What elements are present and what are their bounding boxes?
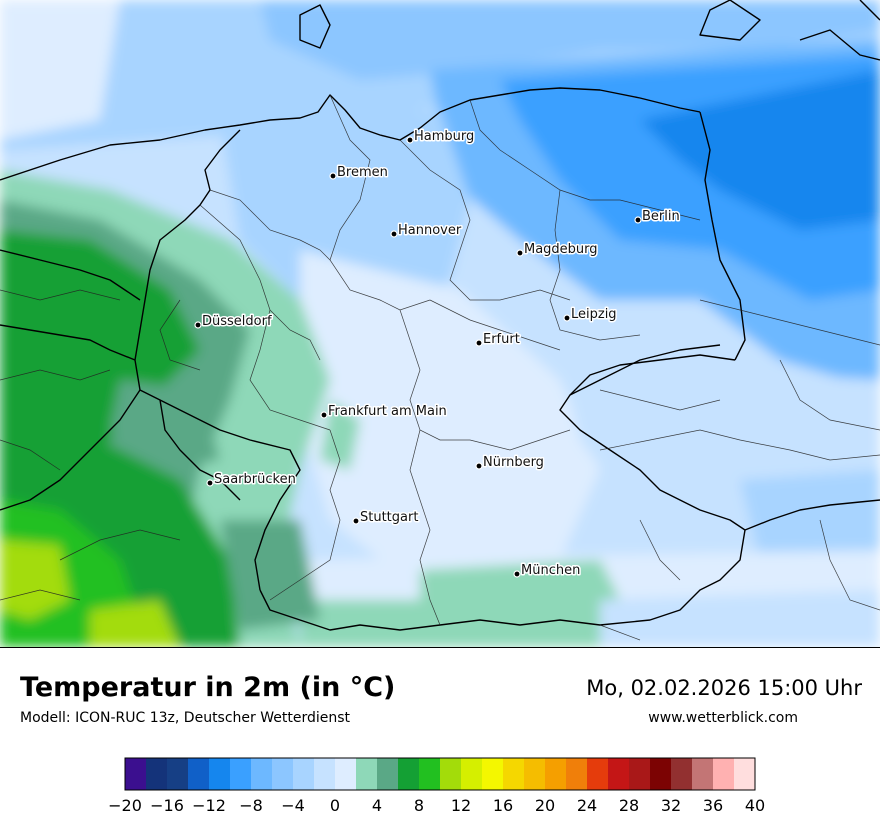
scale-swatch (356, 758, 378, 790)
scale-swatch (482, 758, 504, 790)
scale-tick-label: −12 (192, 796, 226, 815)
city-bremen[interactable]: Bremen (329, 164, 389, 182)
scale-tick-label: −16 (150, 796, 184, 815)
city-hamburg[interactable]: Hamburg (406, 128, 476, 146)
scale-swatch (671, 758, 693, 790)
scale-swatch (629, 758, 651, 790)
scale-swatch (545, 758, 567, 790)
scale-swatch (692, 758, 714, 790)
scale-swatch (566, 758, 588, 790)
city-magdeburg[interactable]: Magdeburg (516, 241, 599, 259)
scale-tick-label: 16 (493, 796, 513, 815)
temperature-map[interactable]: Hamburg Bremen Hannover Berlin Magdeburg… (0, 0, 880, 648)
scale-tick-label: 24 (577, 796, 597, 815)
city-label: Nürnberg (483, 455, 544, 470)
scale-swatch (608, 758, 630, 790)
scale-swatch (524, 758, 546, 790)
city-markers: Hamburg Bremen Hannover Berlin Magdeburg… (194, 128, 681, 580)
city-label: Hannover (398, 223, 462, 238)
color-scale-ticks: −20 −16 −12 −8 −4 0 4 8 12 16 20 24 28 32 36 40 (108, 796, 765, 815)
scale-swatch (398, 758, 420, 790)
scale-border (124, 757, 756, 791)
scale-tick-label: 0 (330, 796, 340, 815)
country-borders (0, 0, 880, 631)
state-borders (0, 94, 880, 641)
scale-swatch (146, 758, 168, 790)
scale-tick-label: 8 (414, 796, 424, 815)
city-nuernberg[interactable]: Nürnberg (475, 454, 545, 472)
scale-tick-label: 36 (703, 796, 723, 815)
scale-tick-label: −8 (239, 796, 263, 815)
scale-swatch (650, 758, 672, 790)
scale-tick-label: 40 (745, 796, 765, 815)
city-label: Saarbrücken (214, 472, 296, 487)
city-hannover[interactable]: Hannover (390, 222, 463, 240)
city-erfurt[interactable]: Erfurt (475, 331, 521, 349)
city-leipzig[interactable]: Leipzig (563, 306, 618, 324)
city-muenchen[interactable]: München (513, 562, 582, 580)
forecast-datetime: Mo, 02.02.2026 15:00 Uhr (586, 676, 862, 700)
city-label: Hamburg (414, 129, 474, 144)
city-label: Magdeburg (524, 242, 598, 257)
scale-swatch (587, 758, 609, 790)
scale-swatch (440, 758, 462, 790)
scale-tick-label: 20 (535, 796, 555, 815)
city-label: Düsseldorf (202, 314, 272, 329)
scale-swatch (419, 758, 441, 790)
city-label: Frankfurt am Main (328, 404, 447, 419)
city-label: Erfurt (483, 332, 520, 347)
scale-swatch (461, 758, 483, 790)
city-label: Bremen (337, 165, 388, 180)
scale-tick-label: −4 (281, 796, 305, 815)
scale-tick-label: 28 (619, 796, 639, 815)
scale-tick-label: −20 (108, 796, 142, 815)
scale-swatch (314, 758, 336, 790)
color-scale-swatches (124, 757, 756, 791)
map-canvas: Hamburg Bremen Hannover Berlin Magdeburg… (0, 0, 880, 647)
scale-swatch (188, 758, 210, 790)
scale-swatch (167, 758, 189, 790)
city-label: Stuttgart (360, 510, 418, 525)
scale-swatch (230, 758, 252, 790)
temperature-field (0, 0, 880, 647)
scale-swatch (713, 758, 735, 790)
city-duesseldorf[interactable]: Düsseldorf (194, 313, 273, 331)
scale-swatch (734, 758, 756, 790)
scale-swatch (293, 758, 315, 790)
scale-tick-label: 4 (372, 796, 382, 815)
scale-swatch (335, 758, 357, 790)
map-title: Temperatur in 2m (in °C) (20, 672, 396, 703)
city-label: München (521, 563, 580, 578)
scale-tick-label: 32 (661, 796, 681, 815)
scale-swatch (251, 758, 273, 790)
scale-swatch (503, 758, 525, 790)
color-scale-legend: −20 −16 −12 −8 −4 0 4 8 12 16 20 24 28 32 36 40 (108, 757, 765, 815)
city-label: Leipzig (571, 307, 617, 322)
scale-tick-label: 12 (451, 796, 471, 815)
city-stuttgart[interactable]: Stuttgart (352, 509, 420, 527)
city-frankfurt[interactable]: Frankfurt am Main (320, 403, 448, 421)
city-label: Berlin (642, 209, 680, 224)
website-link[interactable]: www.wetterblick.com (648, 710, 798, 726)
scale-swatch (377, 758, 399, 790)
scale-swatch (125, 758, 147, 790)
city-berlin[interactable]: Berlin (634, 208, 681, 226)
model-source: Modell: ICON-RUC 13z, Deutscher Wetterdi… (20, 710, 351, 726)
city-saarbruecken[interactable]: Saarbrücken (206, 471, 297, 489)
scale-swatch (272, 758, 294, 790)
scale-swatch (209, 758, 231, 790)
